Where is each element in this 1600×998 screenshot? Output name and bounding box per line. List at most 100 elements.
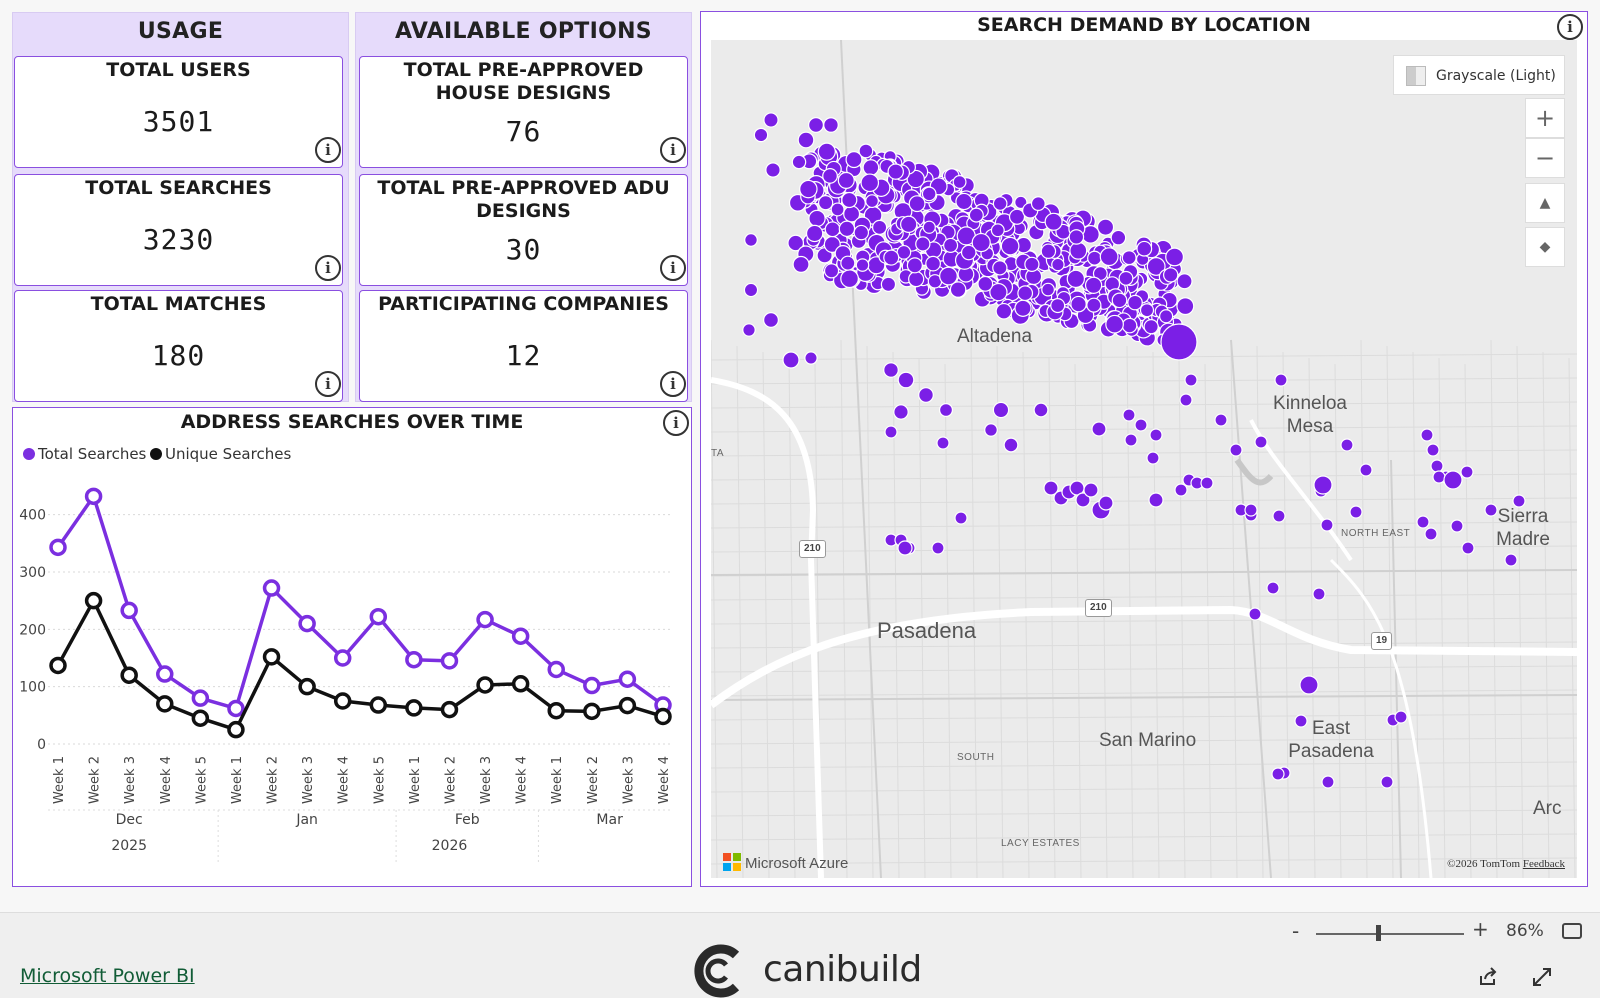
search-demand-dot[interactable] (1424, 527, 1438, 541)
search-demand-dot[interactable] (1294, 714, 1308, 728)
search-demand-dot[interactable] (1148, 492, 1164, 508)
search-demand-dot[interactable] (817, 195, 834, 211)
search-demand-dot[interactable] (1033, 402, 1049, 418)
search-demand-dot[interactable] (804, 351, 818, 365)
data-point[interactable] (476, 676, 494, 694)
search-demand-dot[interactable] (1229, 443, 1243, 457)
search-demand-dot[interactable] (860, 173, 880, 193)
search-demand-dot[interactable] (1460, 465, 1474, 479)
zoom-slider-thumb[interactable] (1376, 925, 1381, 941)
search-demand-dot[interactable] (1070, 295, 1087, 313)
search-demand-dot[interactable] (1340, 438, 1354, 452)
search-demand-dot[interactable] (954, 511, 968, 525)
search-demand-dot[interactable] (1043, 480, 1059, 496)
search-demand-dot[interactable] (1312, 587, 1326, 601)
search-demand-dot[interactable] (838, 220, 856, 238)
data-point[interactable] (333, 649, 352, 667)
search-demand-dot[interactable] (840, 269, 859, 289)
search-demand-dot[interactable] (943, 237, 959, 253)
search-demand-dot[interactable] (893, 404, 909, 420)
search-demand-dot[interactable] (887, 163, 904, 180)
search-demand-dot[interactable] (884, 425, 898, 439)
search-demand-dot[interactable] (1040, 243, 1057, 259)
info-icon[interactable]: i (660, 255, 686, 281)
search-demand-dot[interactable] (900, 215, 918, 234)
search-demand-dot[interactable] (992, 260, 1008, 276)
data-point[interactable] (618, 670, 637, 688)
search-demand-dot[interactable] (971, 232, 991, 253)
search-demand-dot[interactable] (1127, 294, 1143, 311)
search-demand-dot[interactable] (858, 143, 874, 159)
legend-unique-searches[interactable]: Unique Searches (150, 445, 291, 463)
search-demand-dot[interactable] (1118, 270, 1134, 286)
feedback-link[interactable]: Feedback (1522, 858, 1565, 870)
search-demand-dot[interactable] (1084, 276, 1103, 294)
search-demand-dot[interactable] (1000, 236, 1020, 256)
search-demand-dot[interactable] (952, 175, 967, 189)
search-demand-dot[interactable] (1008, 208, 1026, 225)
search-demand-dot[interactable] (822, 168, 838, 184)
search-demand-dot[interactable] (922, 220, 936, 234)
search-demand-dot[interactable] (1184, 373, 1198, 387)
search-demand-dot[interactable] (1096, 218, 1115, 236)
search-demand-dot[interactable] (1200, 476, 1214, 490)
data-point[interactable] (405, 699, 423, 717)
search-demand-dot[interactable] (880, 276, 897, 293)
search-demand-dot[interactable] (1143, 319, 1159, 335)
search-demand-dot[interactable] (992, 196, 1008, 211)
search-demand-dot[interactable] (906, 257, 923, 274)
search-demand-dot[interactable] (1030, 196, 1046, 211)
search-demand-dot[interactable] (931, 541, 945, 555)
search-demand-dot[interactable] (897, 540, 913, 556)
search-demand-dot[interactable] (918, 387, 934, 403)
map-zoom-in-button[interactable]: + (1525, 98, 1565, 138)
search-demand-dot[interactable] (1121, 317, 1138, 334)
data-point[interactable] (49, 538, 67, 557)
search-demand-dot[interactable] (1068, 229, 1085, 245)
search-demand-dot[interactable] (792, 255, 810, 273)
search-demand-dot[interactable] (865, 194, 879, 209)
search-demand-dot[interactable] (938, 402, 954, 418)
search-demand-dot[interactable] (782, 351, 800, 369)
info-icon[interactable]: i (660, 371, 686, 397)
search-demand-dot[interactable] (1176, 273, 1193, 290)
search-demand-dot[interactable] (871, 219, 888, 235)
data-point[interactable] (84, 487, 103, 506)
search-demand-dot[interactable] (1165, 247, 1185, 267)
search-demand-dot[interactable] (1380, 775, 1394, 789)
info-icon[interactable]: i (660, 137, 686, 163)
map-pitch-button[interactable]: ▲ (1525, 183, 1565, 223)
data-point[interactable] (298, 677, 316, 696)
search-demand-dot[interactable] (1003, 437, 1019, 453)
data-point[interactable] (49, 656, 67, 675)
search-demand-dot[interactable] (797, 131, 815, 149)
search-demand-dot[interactable] (1146, 257, 1166, 276)
search-demand-dot[interactable] (977, 275, 994, 292)
data-point[interactable] (440, 700, 459, 719)
search-demand-dot[interactable] (1214, 413, 1228, 427)
search-demand-dot[interactable] (1091, 421, 1107, 437)
search-demand-dot[interactable] (1174, 483, 1188, 497)
search-demand-dot[interactable] (1136, 240, 1153, 257)
search-demand-dot[interactable] (840, 255, 856, 271)
search-demand-dot[interactable] (1110, 229, 1127, 246)
search-demand-dot[interactable] (1017, 285, 1034, 302)
search-demand-dot[interactable] (830, 202, 845, 217)
search-demand-dot[interactable] (1124, 433, 1138, 447)
search-demand-dot[interactable] (883, 249, 900, 266)
data-point[interactable] (547, 701, 565, 720)
search-demand-dot[interactable] (824, 221, 841, 238)
search-demand-dot[interactable] (1069, 241, 1088, 260)
info-icon[interactable]: i (315, 371, 341, 397)
search-demand-dot[interactable] (955, 192, 973, 211)
data-point[interactable] (511, 675, 530, 693)
map-compass-button[interactable]: ◆ (1525, 227, 1565, 267)
search-demand-dot[interactable] (1122, 408, 1136, 422)
search-demand-dot[interactable] (906, 169, 925, 189)
search-demand-dot[interactable] (1244, 503, 1258, 517)
search-demand-dot[interactable] (1050, 298, 1066, 314)
search-demand-dot[interactable] (1299, 675, 1319, 695)
search-demand-dot[interactable] (960, 244, 977, 261)
data-point[interactable] (262, 648, 281, 666)
data-point[interactable] (369, 696, 388, 714)
